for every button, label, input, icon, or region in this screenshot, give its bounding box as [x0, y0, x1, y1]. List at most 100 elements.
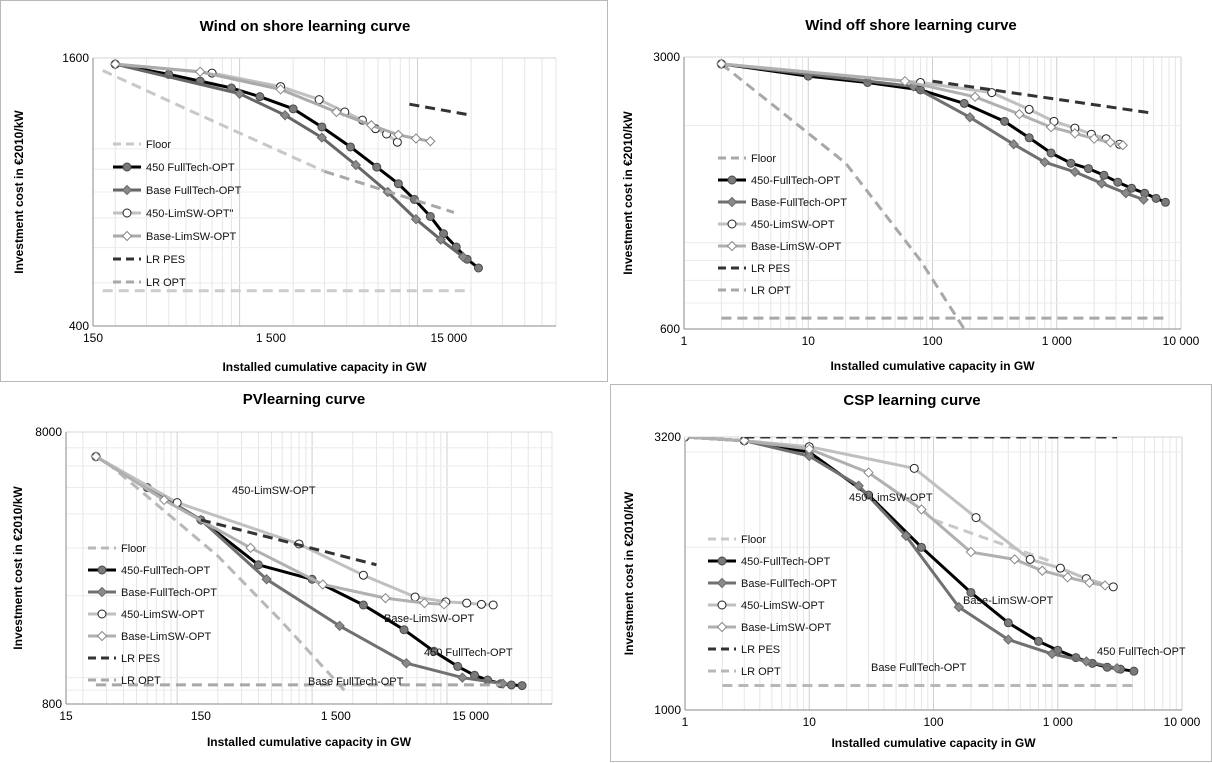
data-point — [457, 251, 469, 263]
y-axis-label: Investment cost in €2010/kW — [621, 111, 635, 275]
series-line-450-fulltech-opt — [114, 62, 480, 270]
legend-item-label: LR PES — [741, 644, 780, 656]
data-point — [234, 88, 245, 99]
chart-annotation: Base FullTech-OPT — [871, 662, 967, 674]
data-point — [372, 162, 382, 172]
data-point — [410, 133, 422, 144]
data-point — [410, 592, 420, 602]
y-tick-label: 400 — [69, 319, 89, 333]
data-point — [987, 88, 997, 98]
legend-item-label: 450-FullTech-OPT — [751, 175, 841, 187]
legend-item-label: Floor — [121, 543, 146, 555]
legend-item-label: Base-LimSW-OPT — [121, 631, 212, 643]
data-point — [716, 58, 727, 70]
data-point — [1117, 140, 1128, 151]
data-point — [1084, 577, 1095, 588]
data-point — [317, 122, 327, 132]
legend-item-label: LR OPT — [751, 285, 791, 297]
data-point — [900, 530, 912, 542]
legend-item-label: Floor — [751, 153, 776, 165]
gridlines — [683, 56, 1182, 329]
data-point — [1096, 178, 1107, 189]
data-point — [1025, 554, 1035, 564]
legend-item-label: LR PES — [121, 653, 160, 665]
legend-item-label: 450-LimSW-OPT — [751, 219, 835, 231]
series-line-lr-pes — [200, 518, 377, 567]
data-point — [462, 598, 472, 608]
data-point — [158, 494, 170, 506]
data-point — [1108, 582, 1118, 592]
x-tick-label: 15 000 — [431, 331, 468, 345]
y-tick-label: 600 — [660, 322, 680, 336]
series-line-lr-pes — [409, 102, 472, 117]
data-point — [425, 211, 435, 221]
gridlines — [93, 57, 557, 326]
chart-title: PVlearning curve — [243, 391, 366, 408]
data-point — [429, 646, 439, 656]
y-tick-label: 1000 — [654, 703, 681, 717]
series-line-floor — [105, 460, 348, 694]
data-point — [966, 587, 976, 597]
y-axis-label: Investment cost in €2010/kW — [11, 486, 25, 650]
data-point — [425, 136, 436, 147]
series-group — [716, 58, 1170, 329]
chart-title: Wind off shore learning curve — [805, 17, 1017, 34]
data-point — [1039, 156, 1050, 168]
data-point — [399, 625, 409, 635]
series-line-floor — [932, 518, 1053, 564]
legend-item-label: 450-LimSW-OPT — [741, 600, 825, 612]
series-group — [685, 437, 1139, 687]
data-point — [916, 542, 926, 552]
legend: Floor 450 FullTech-OPT Base FullTech-OPT 45… — [113, 139, 242, 289]
legend-item-label: Base-LimSW-OPT — [146, 231, 237, 243]
chart-title: Wind on shore learning curve — [200, 18, 411, 35]
data-point — [1083, 164, 1093, 174]
chart-panel-wind-offshore: Wind off shore learning curve 1 10 100 1 000… — [610, 0, 1212, 382]
chart-panel-wind-onshore: Wind on shore learning curve 150 1 500 15 0… — [0, 0, 608, 382]
data-point — [90, 451, 102, 462]
data-point — [804, 450, 815, 462]
data-point — [110, 58, 121, 70]
data-point — [350, 159, 362, 171]
data-point — [261, 574, 272, 585]
data-point — [1045, 122, 1057, 133]
x-tick-label: 10 000 — [1163, 334, 1200, 348]
legend: Floor 450-FullTech-OPT Base-FullTech-OPT 45… — [718, 153, 847, 297]
x-axis-label: Installed cumulative capacity in GW — [222, 360, 427, 374]
legend-item-label: LR OPT — [741, 666, 781, 678]
data-point — [392, 137, 402, 147]
data-point — [194, 66, 206, 77]
legend-item-label: Floor — [741, 534, 766, 546]
series-line-450-fulltech-opt — [685, 437, 1135, 673]
data-point — [1127, 183, 1137, 193]
series-line-lr-pes — [932, 79, 1154, 115]
data-point — [1113, 177, 1123, 187]
y-tick-label: 1600 — [62, 51, 89, 65]
y-tick-label: 3200 — [654, 430, 681, 444]
data-point — [1024, 133, 1034, 143]
data-point — [419, 597, 430, 609]
data-point — [1062, 572, 1073, 583]
data-point — [410, 213, 422, 225]
data-point — [1003, 634, 1014, 645]
x-tick-label: 150 — [83, 331, 103, 345]
data-point — [476, 599, 486, 609]
data-point — [506, 680, 516, 690]
data-point — [1014, 108, 1025, 120]
series-group — [90, 451, 527, 694]
data-point — [279, 110, 291, 121]
data-point — [1046, 648, 1058, 660]
data-point — [488, 600, 498, 610]
legend-item-label: LR PES — [146, 254, 185, 266]
chart-title: CSP learning curve — [843, 392, 980, 409]
data-point — [1160, 197, 1170, 207]
x-tick-label: 100 — [922, 334, 942, 348]
data-point — [380, 592, 391, 604]
chart-panel-csp: CSP learning curve 1 10 100 1 000 10 000 1000 3… — [610, 384, 1212, 762]
x-tick-label: 150 — [191, 709, 211, 723]
legend-item-label: LR OPT — [146, 277, 186, 289]
data-point — [685, 437, 691, 443]
data-point — [438, 599, 450, 610]
y-tick-label: 8000 — [35, 425, 62, 439]
x-tick-label: 15 — [59, 709, 73, 723]
